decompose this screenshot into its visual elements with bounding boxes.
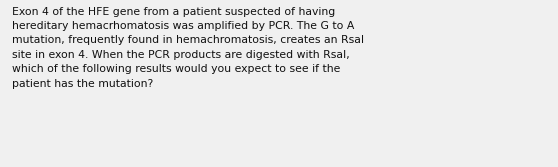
Text: Exon 4 of the HFE gene from a patient suspected of having
hereditary hemacrhomat: Exon 4 of the HFE gene from a patient su… (12, 7, 364, 89)
